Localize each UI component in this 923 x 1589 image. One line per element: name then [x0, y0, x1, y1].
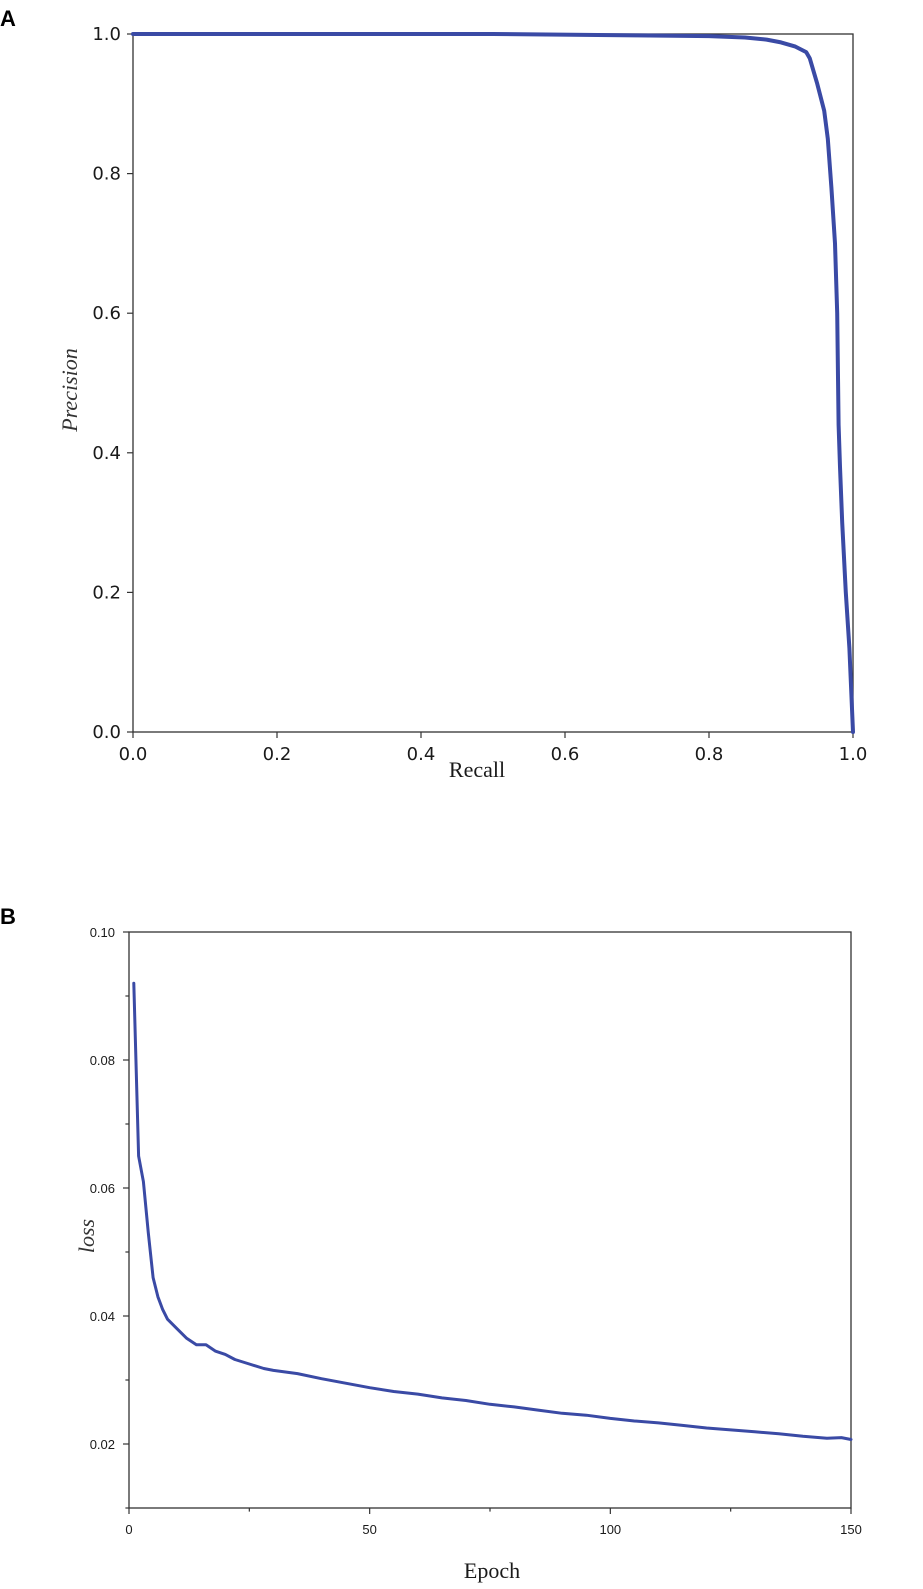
x-tick-label: 0.6: [551, 744, 580, 765]
panel-a-precision-recall: A 0.0 0.2 0.4 0.6 0.8 1.0 0.0 0.2 0.4 0.6 0.8 1.0 R…: [0, 6, 867, 782]
y-tick-label: 0.02: [90, 1437, 115, 1452]
y-tick-label: 0.08: [90, 1053, 115, 1068]
panel-a-y-axis-title: Precision: [57, 348, 82, 433]
x-tick-label: 0.2: [263, 744, 292, 765]
precision-recall-curve: [131, 32, 855, 734]
panel-label-b: B: [0, 904, 16, 929]
panel-label-a: A: [0, 6, 16, 31]
y-tick-label: 0.0: [92, 722, 121, 743]
x-tick-label: 100: [599, 1522, 621, 1537]
y-tick-label: 0.6: [92, 303, 121, 324]
panel-b-loss-curve: B 0 50 100 150 0.02 0.04 0.06 0.08 0.10 Epoch lo…: [0, 904, 862, 1583]
y-tick-label: 0.8: [92, 164, 121, 185]
y-tick-label: 0.04: [90, 1309, 115, 1324]
panel-a-x-axis-title: Recall: [449, 757, 505, 782]
panel-a-ticks: 0.0 0.2 0.4 0.6 0.8 1.0 0.0 0.2 0.4 0.6 0.8 1.0: [92, 24, 867, 765]
y-tick-label: 1.0: [92, 24, 121, 45]
x-tick-label: 0.0: [119, 744, 148, 765]
x-tick-label: 1.0: [839, 744, 868, 765]
x-tick-label: 0: [125, 1522, 132, 1537]
y-tick-label: 0.2: [92, 582, 121, 603]
training-loss-curve: [132, 981, 853, 1441]
panel-b-y-axis-title: loss: [74, 1219, 99, 1253]
panel-a-plot-frame: [132, 33, 854, 733]
y-tick-label: 0.10: [90, 925, 115, 940]
panel-b-plot-frame: [128, 931, 852, 1509]
x-tick-label: 0.4: [407, 744, 436, 765]
panel-b-x-axis-title: Epoch: [464, 1558, 520, 1583]
panel-b-ticks: 0 50 100 150 0.02 0.04 0.06 0.08 0.10: [90, 925, 862, 1537]
x-tick-label: 150: [840, 1522, 862, 1537]
y-tick-label: 0.4: [92, 443, 121, 464]
y-tick-label: 0.06: [90, 1181, 115, 1196]
x-tick-label: 0.8: [695, 744, 724, 765]
x-tick-label: 50: [362, 1522, 376, 1537]
